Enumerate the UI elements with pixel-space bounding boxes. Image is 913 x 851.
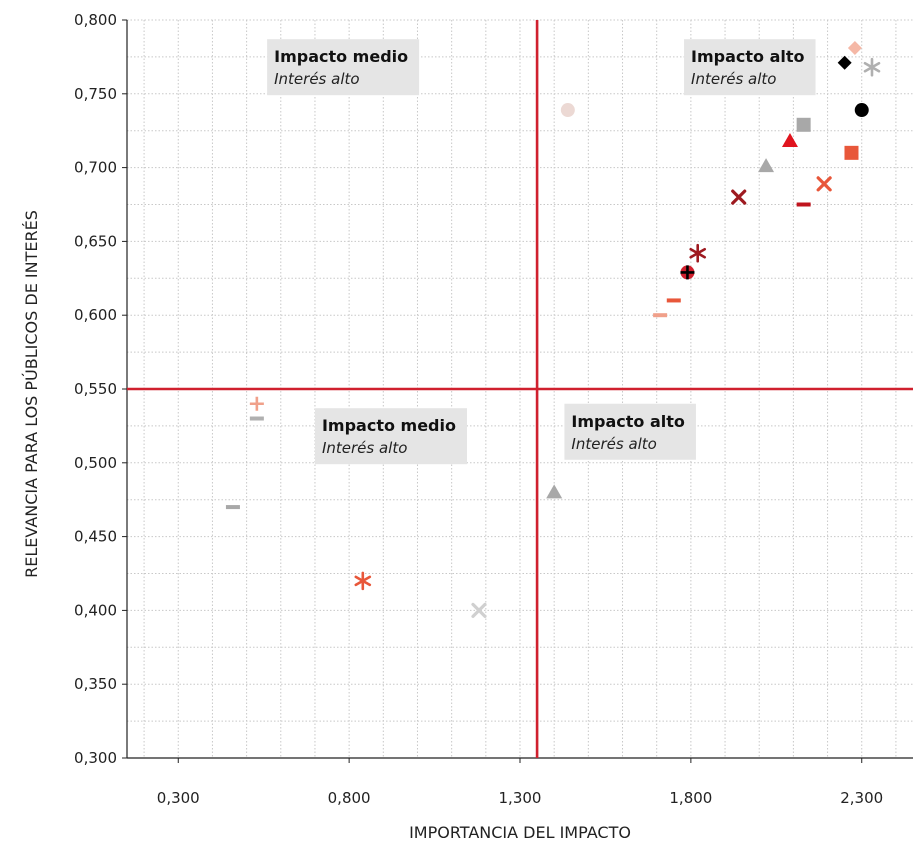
- point-triangle-20: [546, 484, 563, 499]
- point-plus-17: [249, 396, 264, 411]
- circle-marker: [854, 103, 869, 118]
- point-asterisk-21: [354, 571, 372, 591]
- point-x-9: [816, 176, 832, 192]
- diamond-marker: [837, 55, 852, 70]
- x-axis-title: IMPORTANCIA DEL IMPACTO: [409, 823, 631, 842]
- point-x-10: [731, 189, 747, 205]
- asterisk-marker: [863, 57, 881, 77]
- point-asterisk-2: [863, 57, 881, 77]
- triangle-marker: [546, 484, 563, 499]
- x-tick-label: 1,800: [669, 789, 712, 807]
- y-tick-label: 0,700: [74, 159, 117, 177]
- point-plus-14: [680, 265, 695, 280]
- quadrant-label-subtitle: Interés alto: [691, 70, 776, 88]
- point-dash-18: [249, 416, 264, 421]
- quadrant-label-title: Impacto medio: [274, 47, 408, 66]
- asterisk-marker: [689, 243, 707, 263]
- y-axis-title: RELEVANCIA PARA LOS PÚBLICOS DE INTERÉS: [22, 210, 41, 578]
- point-circle-4: [560, 103, 575, 118]
- quadrant-label-box: [314, 408, 467, 465]
- point-square-5: [796, 117, 811, 132]
- triangle-marker: [781, 133, 798, 148]
- quadrant-label-title: Impacto alto: [571, 412, 685, 431]
- quadrant-label-box: [564, 403, 696, 460]
- dash-marker: [666, 298, 681, 303]
- triangle-marker: [758, 158, 775, 173]
- quadrant-label-subtitle: Interés alto: [274, 70, 359, 88]
- point-diamond-1: [837, 55, 852, 70]
- point-dash-19: [225, 505, 240, 510]
- y-tick-label: 0,750: [74, 85, 117, 103]
- quadrant-label: Impacto alto Interés alto: [684, 39, 816, 96]
- dash-marker: [653, 313, 668, 318]
- y-tick-label: 0,300: [74, 749, 117, 767]
- dash-marker: [225, 505, 240, 510]
- x-tick-label: 0,300: [157, 789, 200, 807]
- dash-marker: [249, 416, 264, 421]
- y-tick-label: 0,600: [74, 306, 117, 324]
- x-marker: [471, 602, 487, 618]
- point-dash-16: [653, 313, 668, 318]
- point-dash-11: [796, 202, 811, 207]
- point-diamond-0: [847, 41, 862, 56]
- point-square-7: [844, 145, 859, 160]
- circle-marker: [560, 103, 575, 118]
- x-tick-label: 0,800: [328, 789, 371, 807]
- quadrant-label: Impacto medio Interés alto: [267, 39, 420, 96]
- point-triangle-6: [781, 133, 798, 148]
- square-marker: [844, 145, 859, 160]
- point-x-22: [471, 602, 487, 618]
- square-marker: [796, 117, 811, 132]
- y-tick-label: 0,350: [74, 675, 117, 693]
- y-tick-label: 0,800: [74, 11, 117, 29]
- plus-marker: [249, 396, 264, 411]
- quadrant-label-box: [267, 39, 420, 96]
- plus-marker: [680, 265, 695, 280]
- quadrant-label-subtitle: Interés alto: [571, 435, 656, 453]
- y-tick-label: 0,400: [74, 601, 117, 619]
- point-asterisk-12: [689, 243, 707, 263]
- x-tick-label: 2,300: [840, 789, 883, 807]
- quadrant-label: Impacto alto Interés alto: [564, 403, 696, 460]
- y-tick-label: 0,550: [74, 380, 117, 398]
- quadrant-label-title: Impacto medio: [322, 416, 456, 435]
- dash-marker: [796, 202, 811, 207]
- y-tick-label: 0,650: [74, 232, 117, 250]
- point-circle-3: [854, 103, 869, 118]
- quadrant-label-title: Impacto alto: [691, 47, 805, 66]
- x-tick-label: 1,300: [499, 789, 542, 807]
- asterisk-marker: [354, 571, 372, 591]
- quadrant-label: Impacto medio Interés alto: [314, 408, 467, 465]
- point-dash-15: [666, 298, 681, 303]
- y-tick-label: 0,450: [74, 528, 117, 546]
- quadrant-label-box: [684, 39, 816, 96]
- y-tick-label: 0,500: [74, 454, 117, 472]
- x-marker: [816, 176, 832, 192]
- quadrant-label-subtitle: Interés alto: [322, 439, 407, 457]
- point-triangle-8: [758, 158, 775, 173]
- x-marker: [731, 189, 747, 205]
- diamond-marker: [847, 41, 862, 56]
